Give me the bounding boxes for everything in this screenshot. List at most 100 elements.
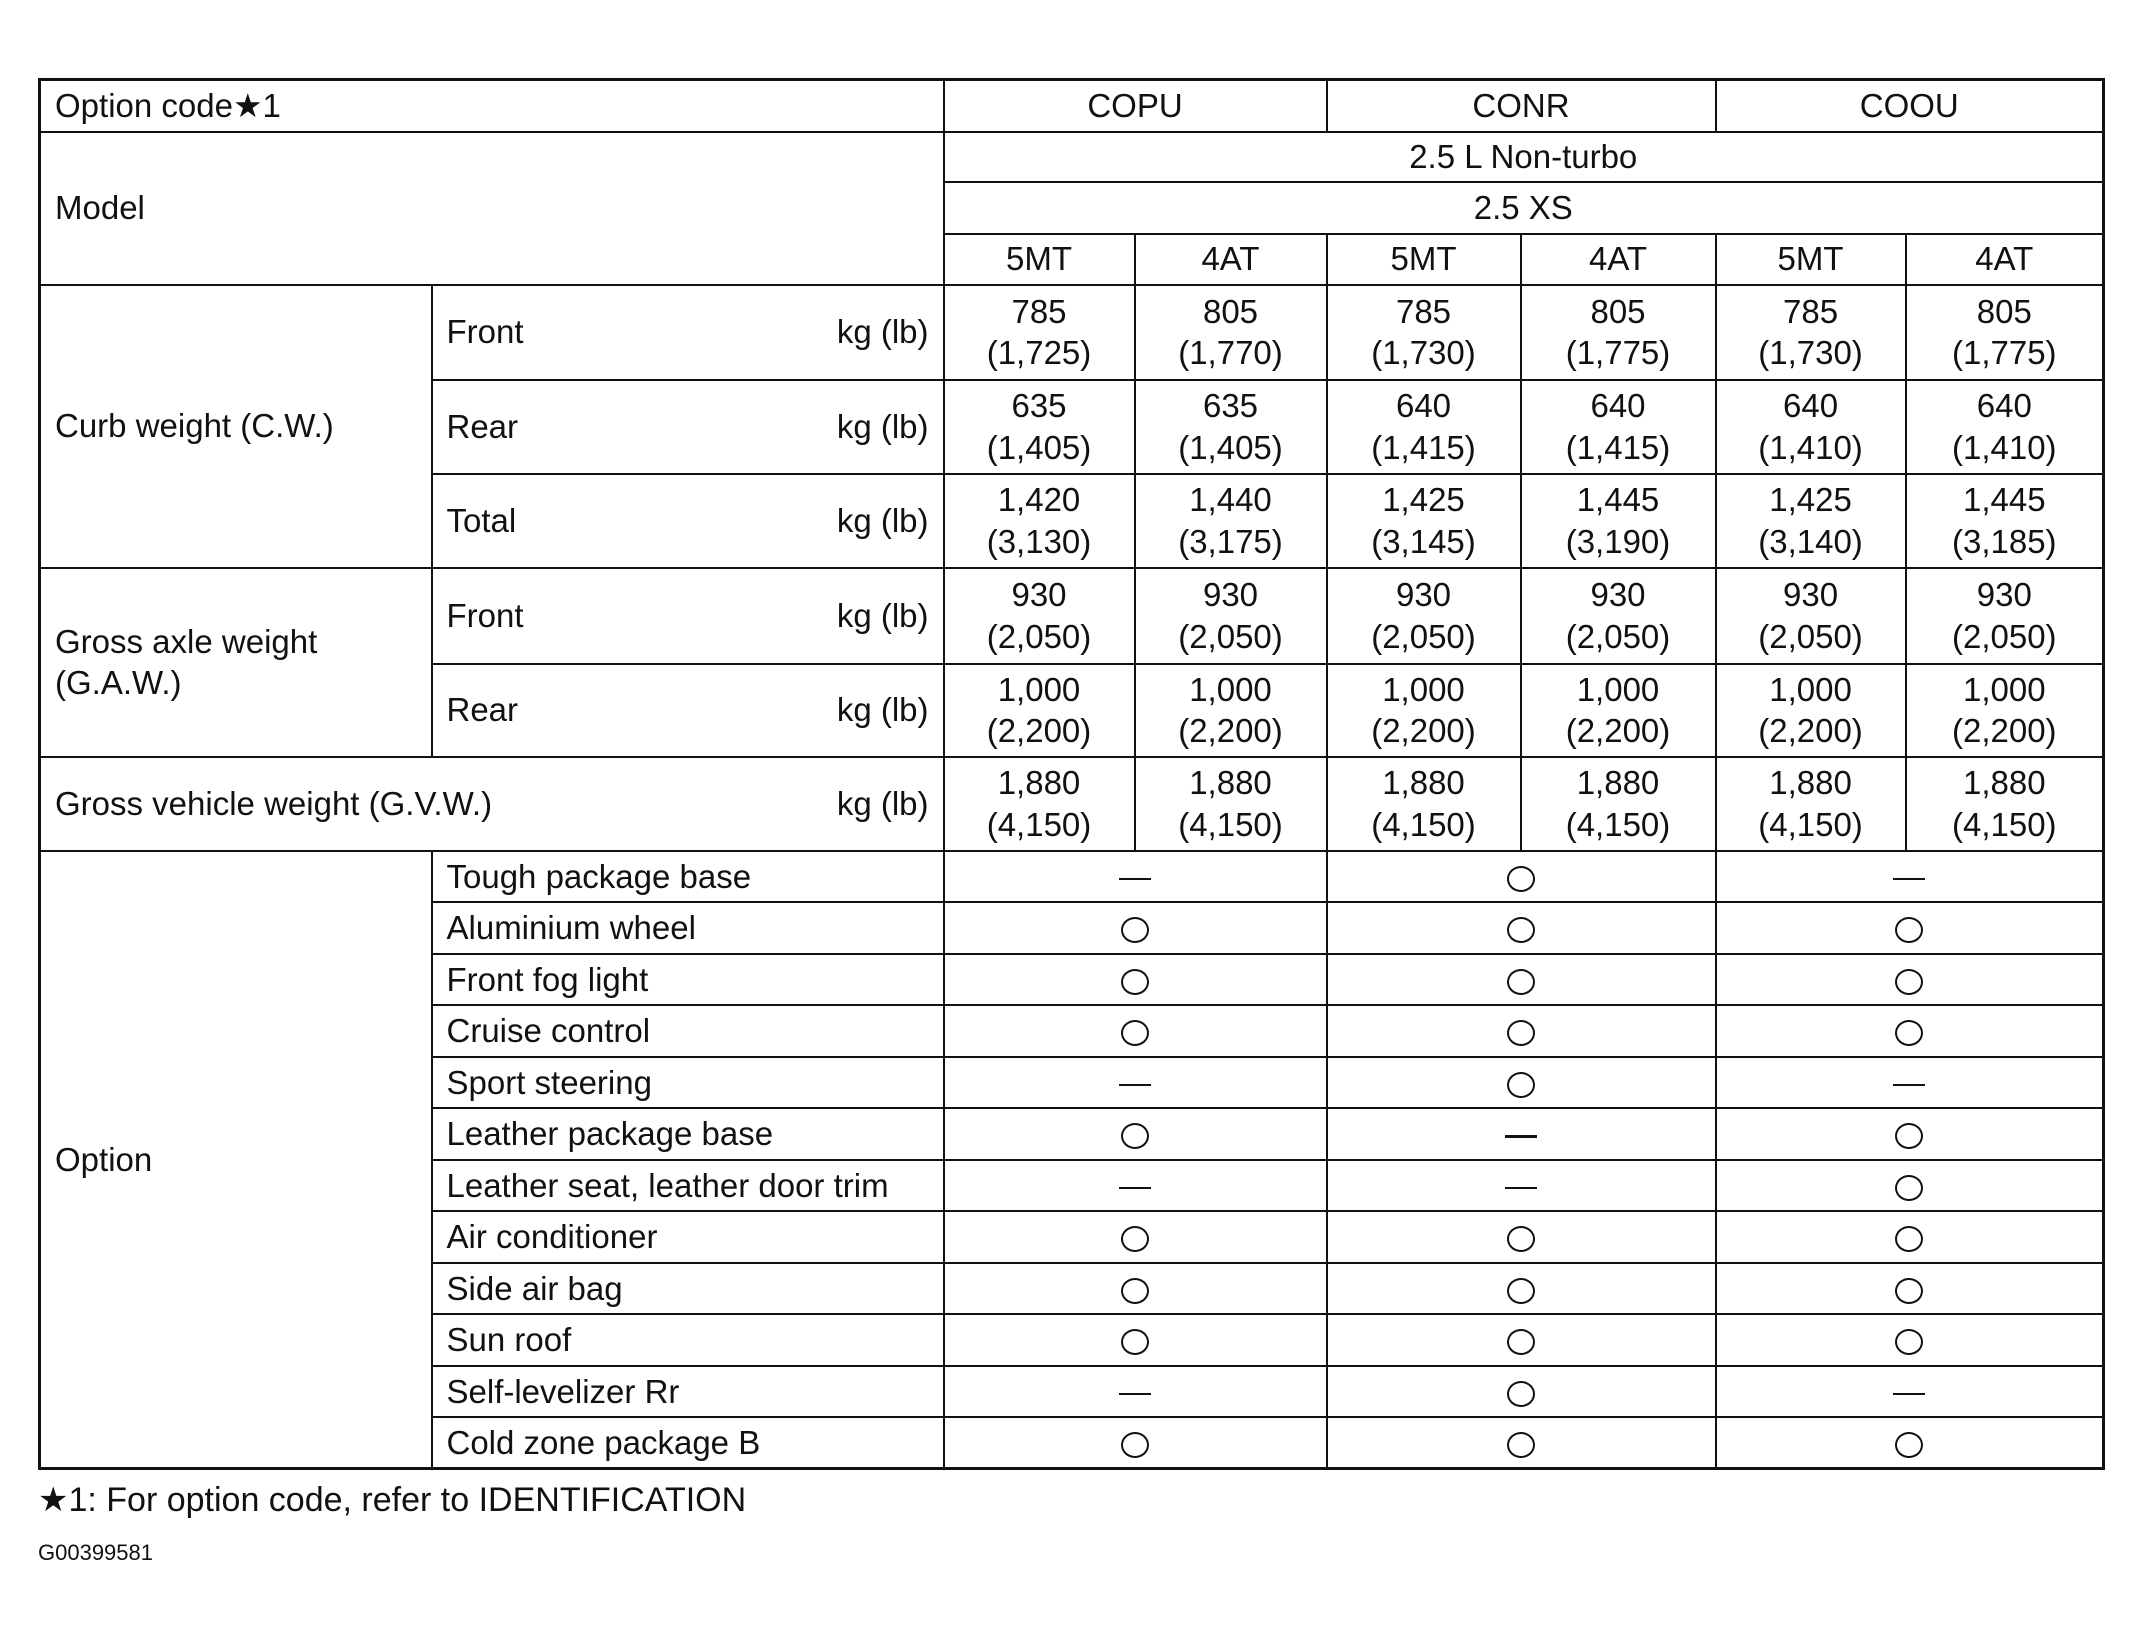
option-name: Tough package base <box>430 849 945 903</box>
sub-label: Total <box>446 501 517 539</box>
option-name: Leather seat, leather door trim <box>430 1158 945 1212</box>
weight-value: 930 (2,050) <box>1714 566 1907 665</box>
weight-value: 1,440 (3,175) <box>1133 472 1328 569</box>
lb-value: (4,150) <box>1758 805 1863 843</box>
dash-icon <box>1119 1392 1151 1396</box>
kg-value: 1,420 <box>997 481 1081 519</box>
kg-value: 1,880 <box>1576 764 1660 802</box>
lb-value: (2,200) <box>1371 712 1476 749</box>
option-availability <box>942 1158 1328 1212</box>
circle-icon <box>1121 917 1149 944</box>
option-row: Front fog light <box>40 952 2105 1006</box>
dash-icon <box>1119 877 1151 881</box>
unit-label: kg (lb) <box>836 501 929 539</box>
option-availability <box>1714 901 2105 955</box>
weight-value: 1,880 (4,150) <box>1519 755 1717 852</box>
weight-row: Curb weight (C.W.) Front kg (lb) 785 (1,725)… <box>38 283 2105 569</box>
curb-weight-label: Curb weight (C.W.) <box>38 283 433 569</box>
lb-value: (1,725) <box>986 334 1092 371</box>
weight-row: Gross vehicle weight (G.V.W.) kg (lb) 1,88… <box>38 755 2105 852</box>
option-availability <box>1325 1055 1717 1109</box>
option-row: Leather package base <box>40 1107 2105 1161</box>
model-label: Model <box>38 130 945 286</box>
option-availability <box>942 1210 1328 1264</box>
option-availability <box>1325 849 1717 903</box>
weight-value: 640 (1,410) <box>1904 378 2105 475</box>
transmission-3: 4AT <box>1519 232 1717 286</box>
circle-icon <box>1895 1329 1924 1356</box>
gvw-label-cell: Gross vehicle weight (G.V.W.) kg (lb) <box>38 755 945 852</box>
option-availability <box>942 1261 1328 1315</box>
weight-value: 785 (1,730) <box>1714 283 1907 381</box>
weight-row: Rear kg (lb) 1,000 (2,200) 1,000 (2,200) 1,000… <box>40 662 2105 758</box>
kg-value: 635 <box>1011 387 1067 425</box>
kg-value: 1,425 <box>1382 481 1465 519</box>
circle-icon <box>1895 1226 1924 1253</box>
lb-value: (1,405) <box>986 428 1092 466</box>
option-availability <box>1325 1210 1717 1264</box>
weight-value: 930 (2,050) <box>1519 566 1717 665</box>
sub-label: Front <box>446 313 524 351</box>
code-copu: COPU <box>942 78 1328 133</box>
kg-value: 640 <box>1395 387 1452 425</box>
lb-value: (2,200) <box>1178 712 1283 749</box>
lb-value: (4,150) <box>1371 805 1476 843</box>
kg-value: 930 <box>1976 576 2032 614</box>
option-availability <box>1714 1055 2105 1109</box>
option-name: Air conditioner <box>430 1210 945 1264</box>
kg-value: 930 <box>1202 576 1259 614</box>
lb-value: (4,150) <box>1178 805 1283 843</box>
kg-value: 1,880 <box>1189 764 1272 802</box>
option-availability <box>1325 1004 1717 1058</box>
weight-value: 640 (1,415) <box>1325 378 1522 475</box>
lb-value: (4,150) <box>986 805 1092 843</box>
option-availability <box>1714 1107 2105 1161</box>
option-name: Sun roof <box>430 1313 945 1367</box>
kg-value: 930 <box>1782 576 1839 614</box>
sub-label-cell: Front kg (lb) <box>430 566 945 665</box>
option-name: Sport steering <box>430 1055 945 1109</box>
option-availability <box>1325 1158 1717 1212</box>
dash-icon <box>1505 1186 1537 1190</box>
unit-label: kg (lb) <box>836 784 929 822</box>
lb-value: (4,150) <box>1951 805 2057 843</box>
option-availability <box>1714 1004 2105 1058</box>
option-availability <box>942 901 1328 955</box>
sub-label: Front <box>446 596 524 634</box>
option-name: Side air bag <box>430 1261 945 1315</box>
circle-icon <box>1507 1277 1535 1304</box>
option-name: Front fog light <box>430 952 945 1006</box>
circle-icon <box>1895 1432 1924 1459</box>
kg-value: 640 <box>1590 387 1646 425</box>
dash-icon <box>1119 1186 1151 1190</box>
kg-value: 930 <box>1395 576 1452 614</box>
kg-value: 1,000 <box>1189 670 1272 708</box>
circle-icon <box>1507 1329 1535 1356</box>
weight-row: Total kg (lb) 1,420 (3,130) 1,440 (3,175) 1,42… <box>40 472 2105 569</box>
option-availability <box>1714 1416 2105 1470</box>
dash-icon <box>1505 1135 1537 1138</box>
option-name: Leather package base <box>430 1107 945 1161</box>
kg-value: 1,880 <box>1962 764 2046 802</box>
kg-value: 635 <box>1202 387 1259 425</box>
lb-value: (1,415) <box>1565 428 1671 466</box>
weight-row: Rear kg (lb) 635 (1,405) 635 (1,405) 640 (1,415… <box>40 378 2105 475</box>
option-availability <box>1714 849 2105 903</box>
option-availability <box>942 1055 1328 1109</box>
kg-value: 930 <box>1011 576 1067 614</box>
option-availability <box>1325 1107 1717 1161</box>
kg-value: 785 <box>1782 292 1839 330</box>
circle-icon <box>1895 1277 1924 1304</box>
option-availability <box>942 952 1328 1006</box>
weight-value: 1,880 (4,150) <box>1133 755 1328 852</box>
option-availability <box>1714 952 2105 1006</box>
kg-value: 640 <box>1782 387 1839 425</box>
specification-table: Option code★1 COPU CONR COOU Model 2.5 L… <box>38 78 2106 1470</box>
weight-value: 1,880 (4,150) <box>1904 755 2105 852</box>
kg-value: 930 <box>1590 576 1646 614</box>
option-group-label: Option <box>38 849 433 1470</box>
transmission-4: 5MT <box>1714 232 1907 286</box>
weight-value: 1,420 (3,130) <box>942 472 1136 569</box>
option-row: Cold zone package B <box>40 1416 2105 1470</box>
weight-value: 1,000 (2,200) <box>1904 662 2105 758</box>
